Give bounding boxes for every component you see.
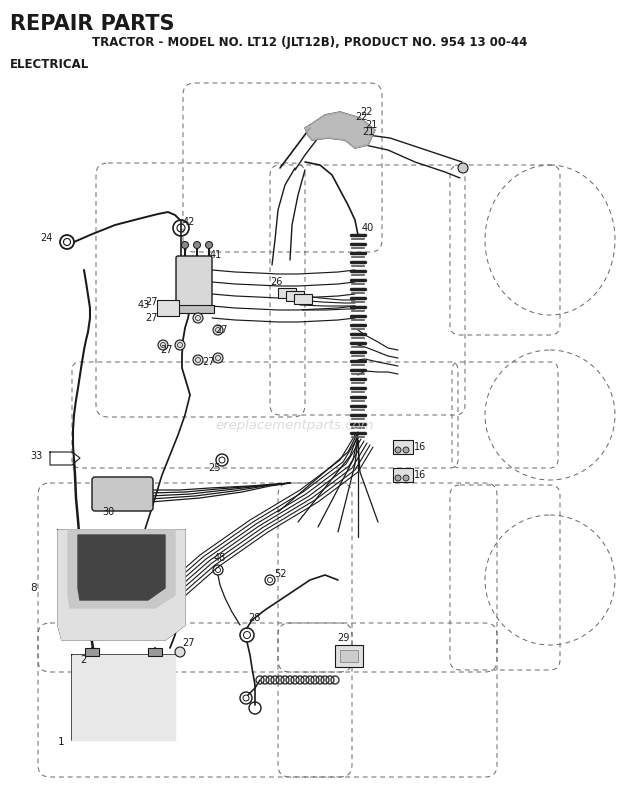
Text: 42: 42	[183, 217, 195, 227]
Circle shape	[205, 241, 213, 249]
Circle shape	[175, 647, 185, 657]
Text: 33: 33	[30, 451, 42, 461]
Text: 29: 29	[337, 633, 350, 643]
Text: 2: 2	[80, 655, 86, 665]
Text: 40: 40	[362, 223, 374, 233]
FancyBboxPatch shape	[92, 477, 153, 511]
Bar	[286, 291, 304, 301]
Text: 26: 26	[270, 277, 282, 287]
Text: TRACTOR - MODEL NO. LT12 (JLT12B), PRODUCT NO. 954 13 00-44: TRACTOR - MODEL NO. LT12 (JLT12B), PRODU…	[92, 36, 528, 49]
Text: 27: 27	[145, 297, 157, 307]
Polygon shape	[58, 530, 185, 640]
Text: 30: 30	[102, 507, 114, 517]
Circle shape	[395, 447, 401, 453]
Text: 24: 24	[40, 233, 52, 243]
Circle shape	[175, 340, 185, 350]
Text: 8: 8	[30, 583, 37, 593]
Text: 27: 27	[202, 357, 215, 367]
Text: 27: 27	[182, 638, 195, 648]
Text: 1: 1	[58, 737, 64, 747]
Circle shape	[193, 313, 203, 323]
Text: 22: 22	[355, 112, 368, 122]
Circle shape	[213, 353, 223, 363]
Bar	[393, 468, 413, 482]
Bar	[294, 294, 312, 304]
Circle shape	[403, 447, 409, 453]
Polygon shape	[305, 112, 375, 148]
Text: 27: 27	[215, 325, 228, 335]
Polygon shape	[72, 655, 175, 740]
Text: 21: 21	[365, 120, 378, 130]
Text: 25: 25	[208, 463, 221, 473]
Circle shape	[193, 241, 200, 249]
Circle shape	[403, 475, 409, 481]
Bar	[393, 440, 413, 454]
Circle shape	[182, 241, 188, 249]
Text: REPAIR PARTS: REPAIR PARTS	[10, 14, 174, 34]
Circle shape	[213, 325, 223, 335]
Text: 48: 48	[214, 553, 226, 563]
Text: 22: 22	[360, 107, 373, 117]
Text: 28: 28	[248, 613, 260, 623]
Bar	[340, 650, 358, 662]
Text: 16: 16	[414, 470, 427, 480]
Polygon shape	[78, 535, 165, 600]
Text: 43: 43	[138, 300, 150, 310]
Bar	[157, 300, 179, 316]
Text: 41: 41	[210, 250, 222, 260]
Text: 52: 52	[274, 569, 286, 579]
Text: 27: 27	[160, 345, 172, 355]
Bar	[85, 648, 99, 656]
Circle shape	[395, 475, 401, 481]
Circle shape	[158, 340, 168, 350]
Text: ereplacementparts.com: ereplacementparts.com	[216, 419, 374, 432]
Bar	[278, 288, 296, 298]
Circle shape	[193, 355, 203, 365]
Text: 16: 16	[414, 442, 427, 452]
Text: ELECTRICAL: ELECTRICAL	[10, 58, 89, 71]
FancyBboxPatch shape	[176, 256, 212, 310]
Bar	[148, 648, 162, 656]
Circle shape	[458, 163, 468, 173]
Text: 21: 21	[362, 127, 374, 137]
Bar	[335, 645, 363, 667]
Bar	[174, 305, 214, 313]
Polygon shape	[68, 530, 175, 608]
Text: 27: 27	[145, 313, 157, 323]
